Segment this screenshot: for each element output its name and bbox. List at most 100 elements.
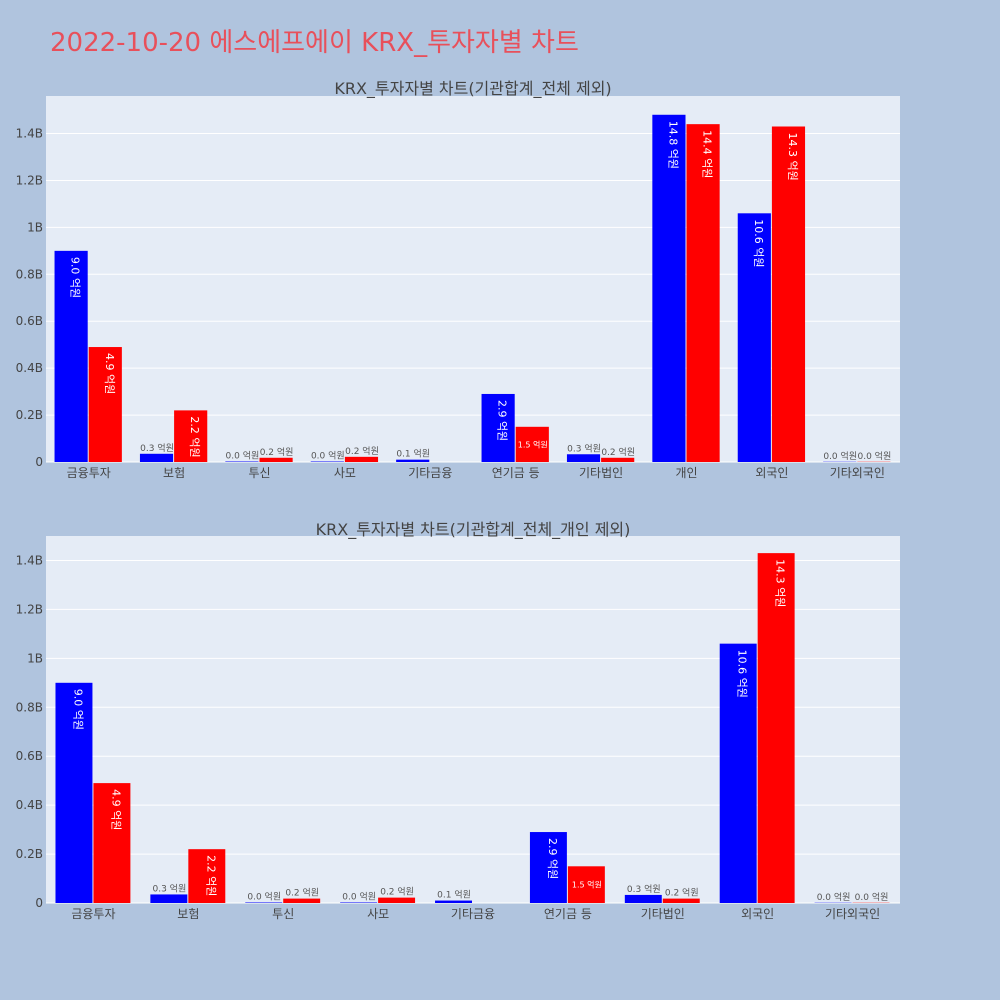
bar-data-label: 0.1 억원 — [437, 889, 471, 901]
bar-sell — [378, 897, 416, 903]
y-tick-label: 0.4B — [16, 798, 43, 812]
bar-data-label: 0.3 억원 — [567, 442, 601, 454]
bar-data-label: 14.3 억원 — [774, 559, 787, 607]
bar-sell — [771, 126, 806, 462]
bar-data-label: 0.0 억원 — [823, 450, 857, 462]
bar-buy — [529, 832, 567, 903]
bar-data-label: 0.0 억원 — [855, 891, 889, 903]
bar-sell — [515, 426, 549, 462]
x-tick-label: 연기금 등 — [492, 466, 540, 480]
x-tick-label: 외국인 — [755, 466, 788, 480]
y-tick-label: 1.4B — [16, 127, 43, 141]
y-tick-label: 0 — [35, 455, 43, 469]
x-tick-label: 사모 — [334, 466, 356, 480]
bar-data-label: 0.2 억원 — [665, 887, 699, 899]
bar-sell — [601, 457, 635, 462]
bar-sell — [88, 347, 122, 462]
x-tick-label: 기타금융 — [408, 466, 452, 480]
bar-data-label: 0.3 억원 — [140, 442, 174, 454]
bar-buy — [139, 453, 174, 462]
bar-buy — [737, 213, 771, 462]
bar-data-label: 4.9 억원 — [103, 353, 116, 394]
bar-sell — [757, 553, 795, 903]
x-tick-label: 보험 — [163, 466, 185, 480]
bar-buy — [481, 393, 515, 462]
y-tick-label: 1.2B — [16, 602, 43, 616]
bar-data-label: 2.9 억원 — [496, 400, 509, 441]
bar-sell — [93, 783, 131, 903]
bar-data-label: 0.1 억원 — [396, 448, 430, 460]
x-tick-label: 외국인 — [741, 907, 774, 921]
y-tick-label: 0.6B — [16, 314, 43, 328]
bar-data-label: 14.4 억원 — [701, 130, 714, 178]
y-tick-label: 0.8B — [16, 267, 43, 281]
bar-sell — [662, 898, 700, 903]
y-tick-label: 0 — [35, 896, 43, 910]
bar-buy — [624, 894, 662, 903]
x-tick-label: 사모 — [367, 907, 389, 921]
bar-buy — [150, 894, 188, 903]
x-tick-label: 기타금융 — [451, 907, 495, 921]
bar-data-label: 1.5 억원 — [572, 880, 602, 890]
bar-data-label: 0.0 억원 — [311, 450, 345, 462]
bar-sell — [344, 456, 379, 462]
x-tick-label: 기타외국인 — [825, 907, 880, 921]
x-tick-label: 기타법인 — [579, 466, 623, 480]
x-tick-label: 투신 — [248, 466, 270, 480]
bar-data-label: 0.3 억원 — [627, 883, 661, 895]
x-tick-label: 기타외국인 — [830, 466, 885, 480]
y-tick-label: 1.2B — [16, 173, 43, 187]
bar-buy — [435, 900, 472, 903]
bar-sell — [567, 866, 605, 903]
bar-data-label: 14.8 억원 — [666, 121, 679, 169]
bar-data-label: 9.0 억원 — [71, 689, 84, 730]
bar-data-label: 1.5 억원 — [518, 439, 548, 449]
x-tick-label: 금융투자 — [71, 907, 115, 921]
y-tick-label: 0.2B — [16, 408, 43, 422]
bar-buy — [719, 643, 757, 903]
bar-buy — [396, 459, 430, 462]
chart-title: KRX_투자자별 차트(기관합계_전체_개인 제외) — [316, 520, 631, 540]
page-title: 2022-10-20 에스에프에이 KRX_투자자별 차트 — [50, 28, 579, 58]
bar-data-label: 14.3 억원 — [786, 133, 799, 181]
bar-buy — [55, 682, 93, 903]
bar-data-label: 4.9 억원 — [109, 789, 122, 830]
y-tick-label: 0.6B — [16, 749, 43, 763]
bar-data-label: 2.2 억원 — [204, 855, 217, 896]
bar-buy — [566, 454, 601, 462]
bar-data-label: 0.0 억원 — [342, 891, 376, 903]
bar-sell — [188, 849, 226, 903]
x-tick-label: 투신 — [272, 907, 294, 921]
y-tick-label: 1.4B — [16, 553, 43, 567]
bar-data-label: 0.0 억원 — [226, 450, 260, 462]
bar-data-label: 10.6 억원 — [736, 650, 749, 698]
y-tick-label: 1B — [27, 220, 43, 234]
bar-data-label: 0.0 억원 — [858, 450, 892, 462]
bar-sell — [259, 457, 293, 462]
bar-sell — [174, 410, 208, 462]
bar-buy — [54, 250, 88, 462]
bar-data-label: 0.2 억원 — [260, 446, 294, 458]
y-tick-label: 0.2B — [16, 847, 43, 861]
bar-data-label: 0.0 억원 — [247, 891, 281, 903]
x-tick-label: 금융투자 — [67, 466, 111, 480]
x-tick-label: 기타법인 — [641, 907, 685, 921]
bar-data-label: 0.3 억원 — [152, 882, 186, 894]
bar-data-label: 0.0 억원 — [817, 891, 851, 903]
bar-data-label: 0.2 억원 — [601, 446, 635, 458]
bar-data-label: 10.6 억원 — [752, 219, 765, 267]
y-tick-label: 0.4B — [16, 361, 43, 375]
bar-buy — [652, 114, 686, 463]
x-tick-label: 개인 — [675, 466, 697, 480]
bar-data-label: 0.2 억원 — [285, 887, 319, 899]
bar-data-label: 0.2 억원 — [380, 886, 414, 898]
bar-data-label: 0.2 억원 — [345, 445, 379, 457]
bar-data-label: 2.2 억원 — [188, 416, 201, 457]
bar-data-label: 2.9 억원 — [546, 838, 559, 879]
x-tick-label: 보험 — [177, 907, 199, 921]
x-tick-label: 연기금 등 — [544, 907, 592, 921]
bar-sell — [283, 898, 321, 903]
chart-title: KRX_투자자별 차트(기관합계_전체 제외) — [334, 79, 611, 99]
